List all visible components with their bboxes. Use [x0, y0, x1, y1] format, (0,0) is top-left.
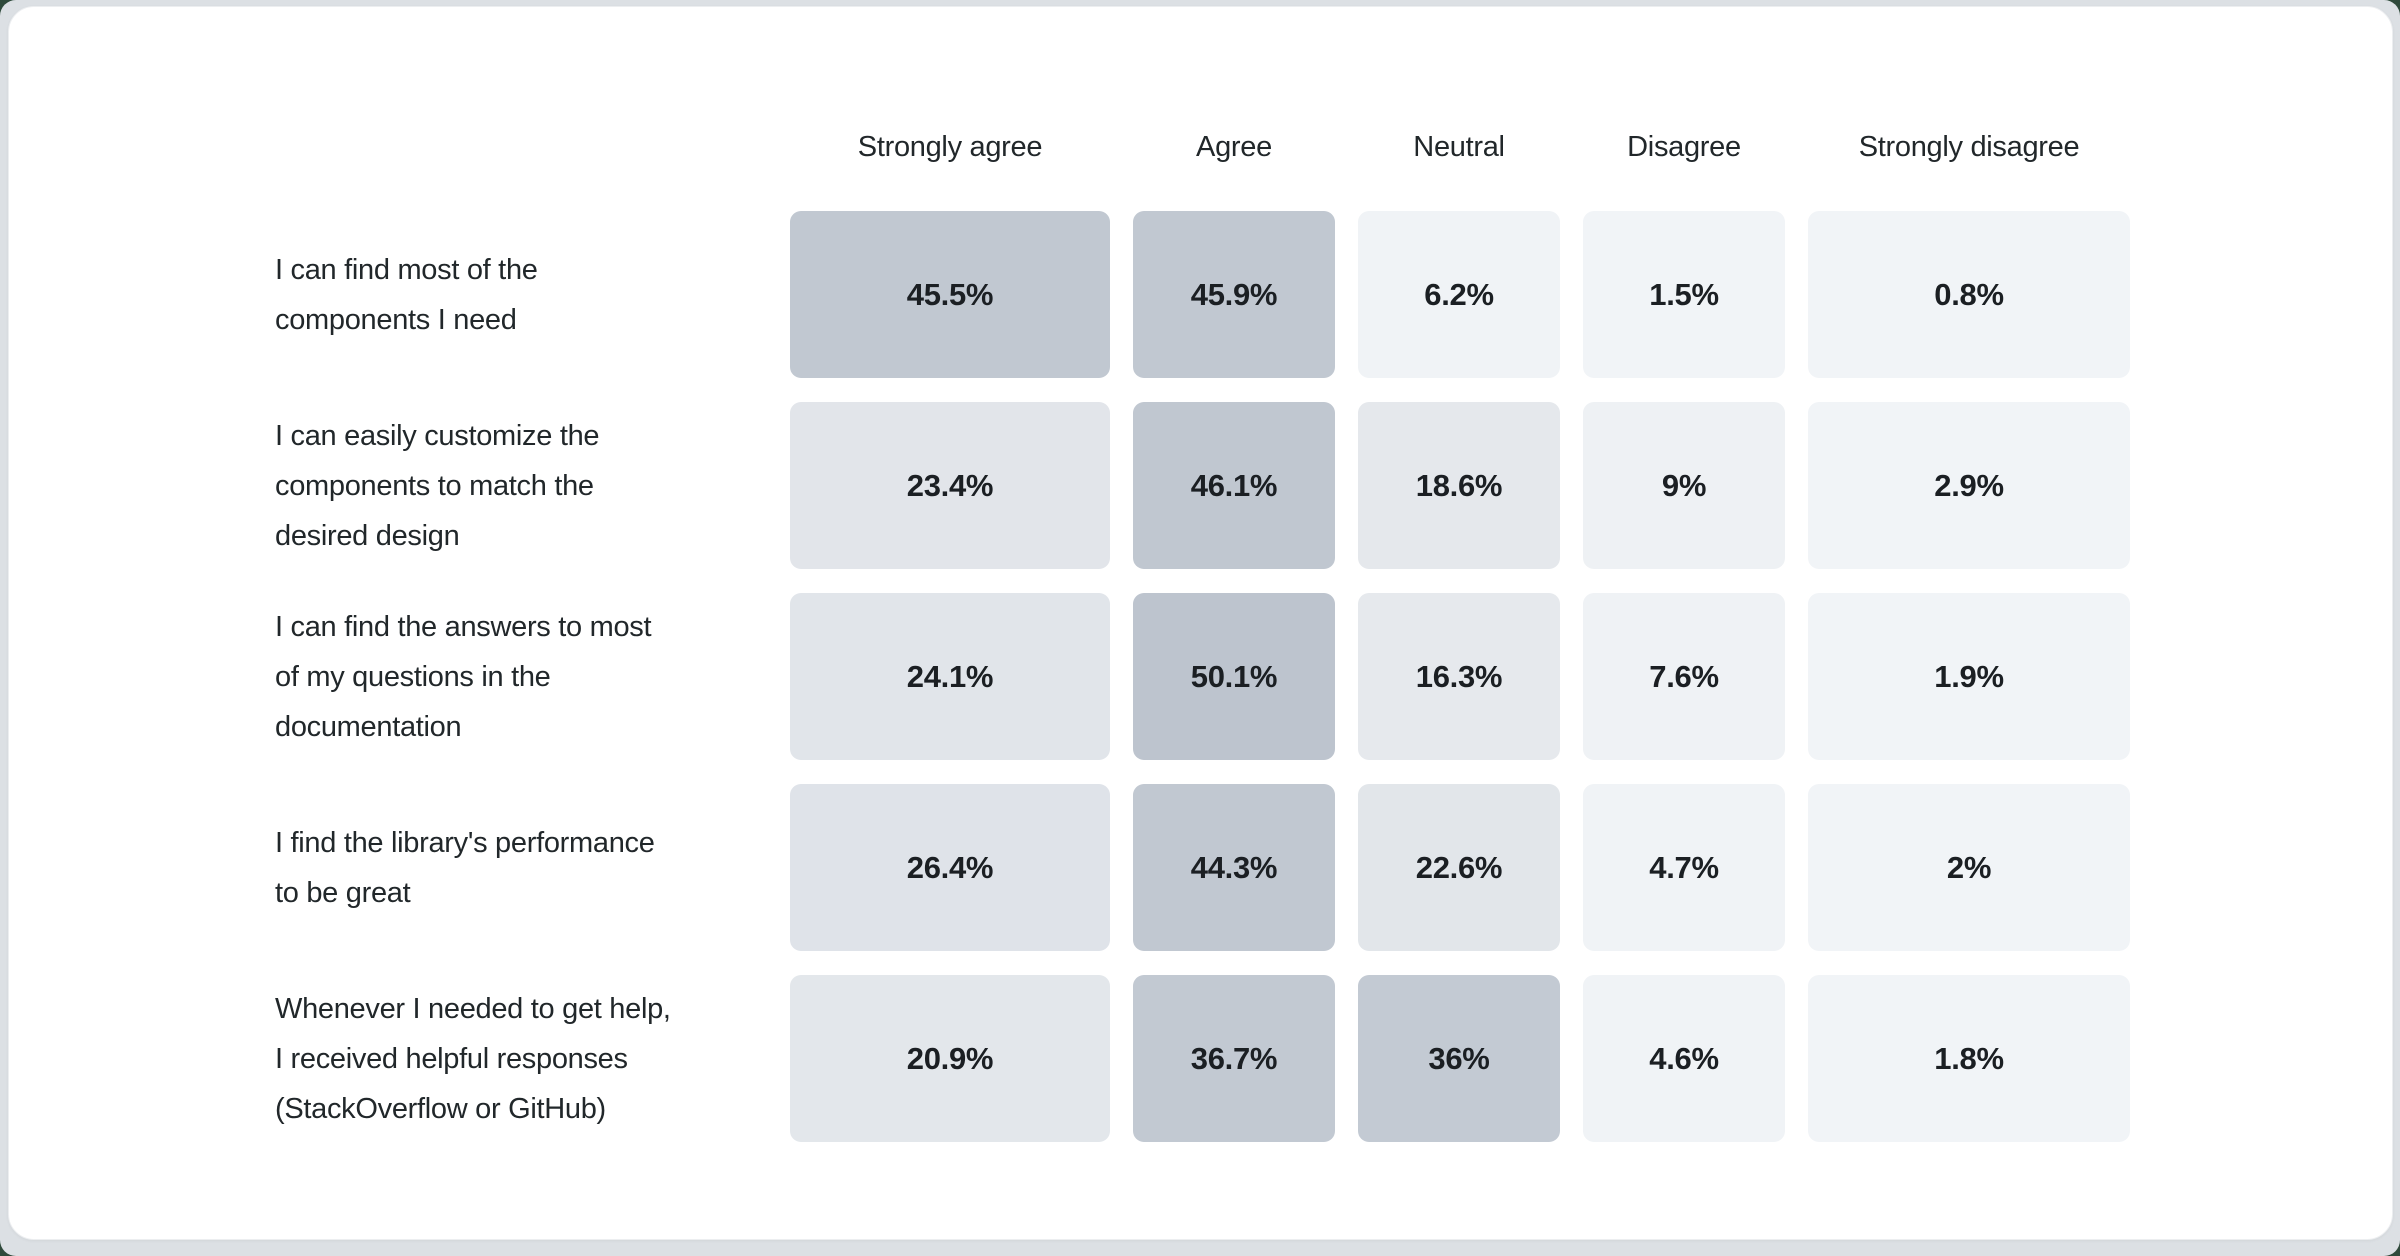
heatmap-cell: 22.6% [1358, 784, 1560, 951]
heatmap-cell: 0.8% [1808, 211, 2130, 378]
survey-results-card: Strongly agree Agree Neutral Disagree Strong… [8, 6, 2393, 1240]
heatmap-cell: 7.6% [1583, 593, 1785, 760]
heatmap-cell: 1.9% [1808, 593, 2130, 760]
heatmap-cell: 23.4% [790, 402, 1110, 569]
heatmap-cell: 4.7% [1583, 784, 1785, 951]
heatmap-cell: 2.9% [1808, 402, 2130, 569]
column-header: Strongly agree [857, 130, 1043, 163]
heatmap-cell: 26.4% [790, 784, 1110, 951]
question-label: I can easily customize the components to… [275, 419, 600, 552]
column-header: Strongly disagree [1858, 130, 2080, 163]
question-label: I can find the answers to most of my que… [275, 610, 652, 743]
heatmap-cell: 46.1% [1133, 402, 1335, 569]
heatmap-cell: 36% [1358, 975, 1560, 1142]
heatmap-cell: 24.1% [790, 593, 1110, 760]
heatmap-cell: 1.5% [1583, 211, 1785, 378]
heatmap-cell: 36.7% [1133, 975, 1335, 1142]
heatmap-cell: 50.1% [1133, 593, 1335, 760]
heatmap-cell: 44.3% [1133, 784, 1335, 951]
heatmap-cell: 20.9% [790, 975, 1110, 1142]
survey-matrix: Strongly agree Agree Neutral Disagree Strong… [275, 107, 2130, 1142]
column-header: Agree [1196, 130, 1272, 163]
heatmap-cell: 1.8% [1808, 975, 2130, 1142]
heatmap-cell: 9% [1583, 402, 1785, 569]
column-header: Neutral [1413, 130, 1505, 163]
heatmap-cell: 45.9% [1133, 211, 1335, 378]
question-label: Whenever I needed to get help, I receive… [275, 992, 671, 1125]
heatmap-cell: 18.6% [1358, 402, 1560, 569]
question-label: I find the library's performance to be g… [275, 826, 655, 909]
heatmap-cell: 45.5% [790, 211, 1110, 378]
heatmap-cell: 4.6% [1583, 975, 1785, 1142]
heatmap-cell: 6.2% [1358, 211, 1560, 378]
question-label: I can find most of the components I need [275, 253, 538, 336]
column-header: Disagree [1627, 130, 1741, 163]
heatmap-cell: 2% [1808, 784, 2130, 951]
heatmap-cell: 16.3% [1358, 593, 1560, 760]
